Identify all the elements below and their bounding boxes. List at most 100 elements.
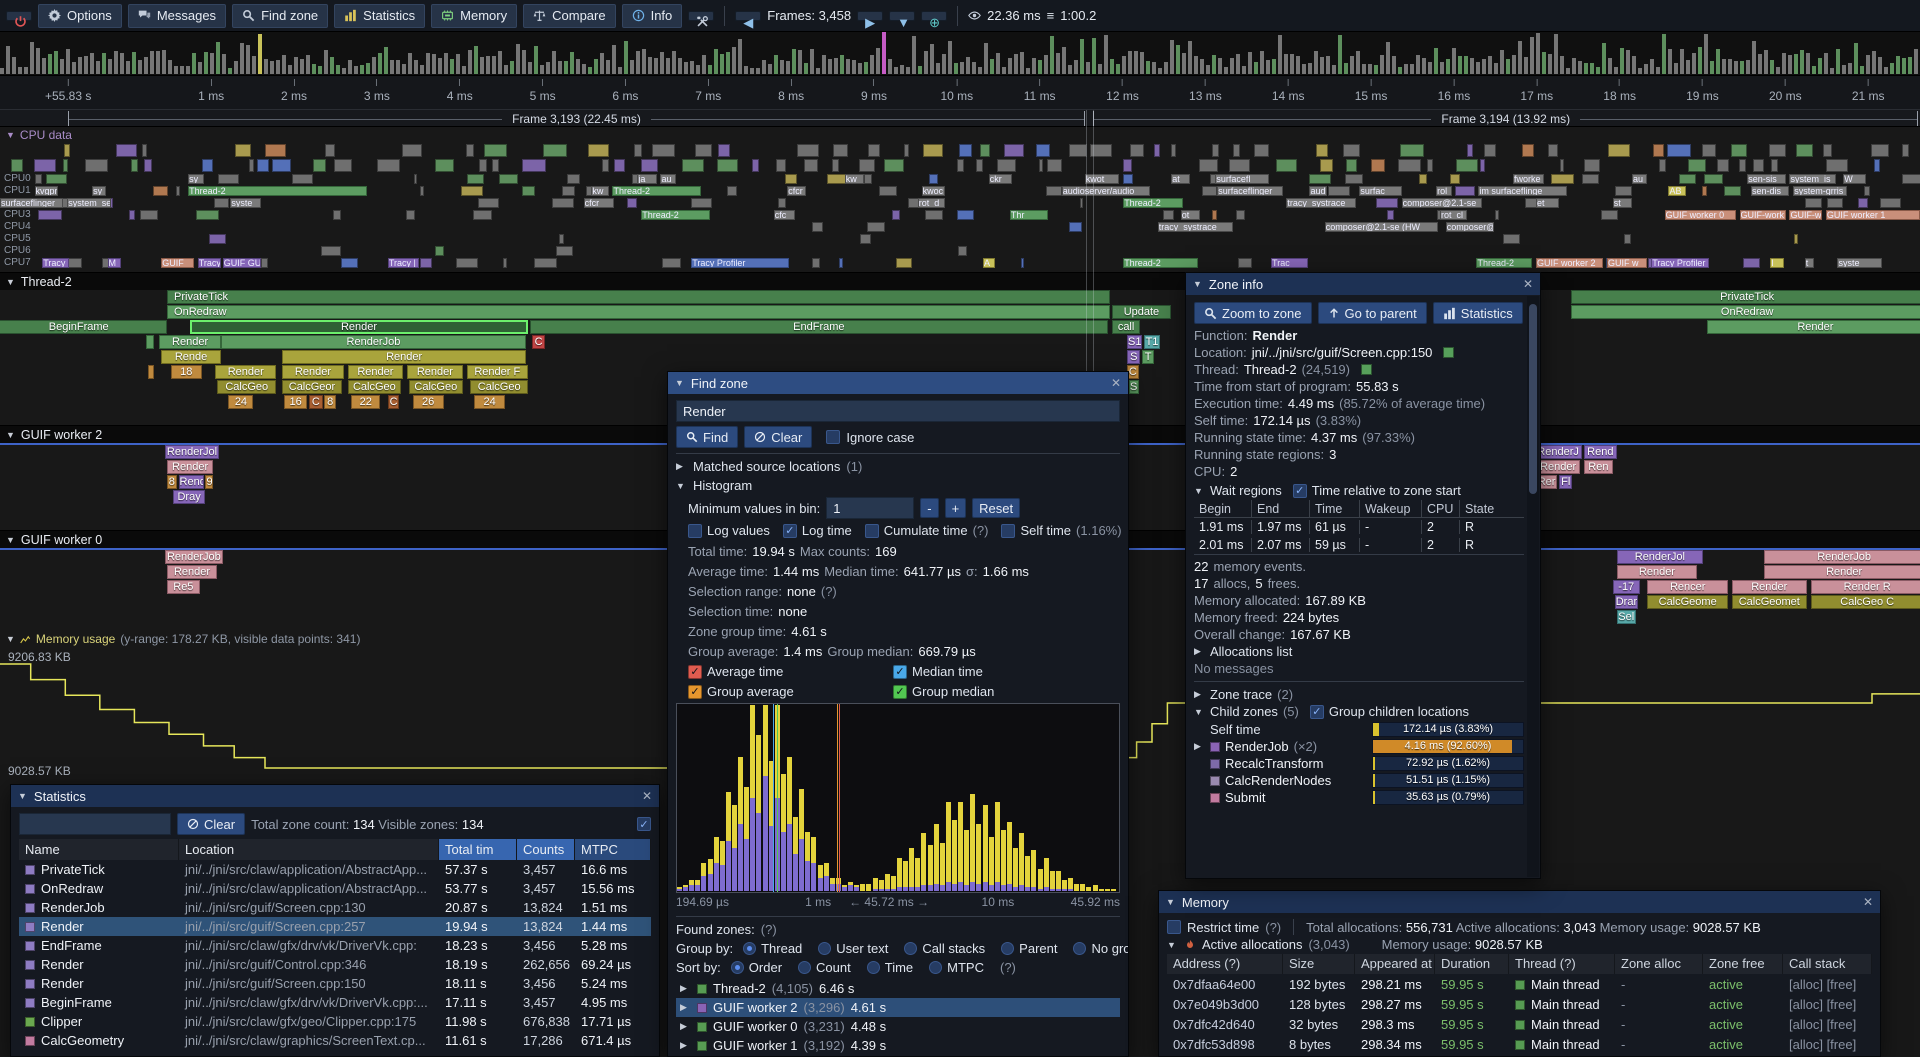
options-button[interactable]: Options	[38, 3, 122, 28]
zone[interactable]: CalcGeo	[216, 380, 277, 394]
cpu-zone[interactable]	[1345, 159, 1357, 172]
find-zone-titlebar[interactable]: ▼ Find zone ✕	[668, 372, 1128, 394]
cpu-zone[interactable]: GUIF worker 2	[1536, 258, 1604, 268]
cpu-zone[interactable]: I	[1770, 258, 1784, 268]
cpu-zone[interactable]: rol	[1436, 186, 1452, 196]
cpu-zone[interactable]	[1858, 198, 1869, 208]
clear-filter-button[interactable]: Clear	[177, 813, 246, 835]
cpu-zone[interactable]: kwoc	[921, 186, 945, 196]
memory-usage-plot[interactable]: ▼ Memory usage (y-range: 178.27 KB, visi…	[0, 630, 1920, 784]
cpu-zone[interactable]	[334, 159, 352, 172]
expand-icon[interactable]: ▶	[1194, 689, 1201, 699]
group-average-checkbox[interactable]	[688, 684, 702, 699]
cpu-zone[interactable]	[1229, 159, 1250, 172]
cpu-zone[interactable]: kw	[844, 174, 864, 184]
location-value[interactable]: jni/../jni/src/guif/Screen.cpp:150	[1251, 345, 1433, 360]
cpu-zone[interactable]	[152, 186, 168, 196]
cpu-zone[interactable]	[1328, 186, 1351, 196]
zone[interactable]: Drar	[1614, 595, 1638, 609]
cpu-zone[interactable]	[265, 144, 286, 157]
cpu-zone[interactable]	[84, 159, 108, 172]
cpu-zone[interactable]	[957, 246, 967, 256]
cpu-zone[interactable]	[633, 144, 643, 157]
group-by-no-grouping-radio[interactable]	[1073, 942, 1087, 955]
cpu-zone[interactable]	[115, 144, 138, 157]
zone[interactable]: RenderJol	[1616, 550, 1704, 564]
cpu-zone[interactable]	[957, 210, 975, 220]
power-button[interactable]	[6, 10, 32, 27]
zone[interactable]: Render	[1764, 565, 1920, 579]
cpu-zone[interactable]	[1089, 144, 1113, 157]
zone[interactable]: 26	[412, 395, 444, 409]
zone[interactable]	[147, 365, 154, 379]
cpu-zone[interactable]: syste	[1837, 258, 1882, 268]
filter-zones-input[interactable]	[19, 813, 171, 835]
cpu-zone[interactable]	[214, 198, 230, 208]
cpu-zone[interactable]	[483, 144, 508, 157]
column-header-counts[interactable]: Counts	[517, 839, 575, 860]
cpu-zone[interactable]: surfacefl	[1215, 174, 1270, 184]
cpu-zone[interactable]: st	[1612, 198, 1632, 208]
zone[interactable]: CalcGeome	[1647, 595, 1728, 609]
zone[interactable]: Render	[407, 365, 463, 379]
cpu-zone[interactable]	[467, 174, 485, 184]
cpu-zone[interactable]	[1551, 174, 1574, 184]
cpu-zone[interactable]	[435, 246, 444, 256]
column-header-appeared-at[interactable]: Appeared at	[1355, 954, 1435, 974]
cpu-zone[interactable]: sy	[188, 174, 204, 184]
cpu-zone[interactable]	[614, 159, 626, 172]
cpu-zone[interactable]	[1343, 144, 1361, 157]
cpu-zone[interactable]	[1122, 159, 1133, 172]
sort-by-count-radio[interactable]	[798, 961, 812, 974]
zone[interactable]: Dray	[172, 490, 206, 504]
column-header-address[interactable]: Address (?)	[1167, 954, 1283, 974]
cpu-zone[interactable]	[1742, 258, 1760, 268]
cpu-zone[interactable]	[1495, 210, 1499, 220]
cpu-zone[interactable]	[1162, 210, 1174, 220]
zone[interactable]: 8	[167, 475, 177, 489]
cpu-zone[interactable]	[811, 222, 824, 232]
frame-marker[interactable]: Frame 3,193 (22.45 ms)	[68, 111, 1085, 126]
cpu-zone[interactable]	[491, 159, 500, 172]
cpu-zone[interactable]	[803, 159, 819, 172]
cpu-zone[interactable]	[272, 159, 292, 172]
cpu-zone[interactable]	[959, 144, 973, 157]
cpu-zone[interactable]	[1901, 174, 1920, 184]
cpu-zone[interactable]	[626, 198, 638, 208]
cpu-zone[interactable]	[1768, 144, 1786, 157]
self-time-checkbox[interactable]	[1001, 523, 1016, 538]
cpu-zone[interactable]	[891, 210, 901, 220]
time-ruler[interactable]: +55.83 s 1 ms 2 ms 3 ms 4 ms 5 ms 6 ms 7 ms 8 ms…	[0, 76, 1920, 110]
cpu-zone[interactable]: sy	[92, 186, 106, 196]
cpu-zone[interactable]	[858, 159, 876, 172]
zone[interactable]: Render	[167, 565, 217, 579]
cpu-zone[interactable]	[1600, 210, 1619, 220]
cpu-zone[interactable]	[1198, 159, 1218, 172]
cpu-zone[interactable]	[811, 258, 821, 268]
cpu-zone[interactable]	[1344, 174, 1363, 184]
zone[interactable]: 9	[205, 475, 214, 489]
cpu-zone[interactable]	[456, 258, 479, 268]
cpu-zone[interactable]	[1716, 159, 1730, 172]
cpu-zone[interactable]	[1171, 144, 1176, 157]
zone[interactable]: 18	[170, 365, 202, 379]
zone[interactable]: Rer	[1536, 475, 1558, 489]
cpu-zone[interactable]: W	[1843, 174, 1867, 184]
zone[interactable]: 22	[351, 395, 381, 409]
statistics-button[interactable]: Statistics	[334, 3, 426, 28]
zone[interactable]: Render	[215, 365, 277, 379]
cpu-zone[interactable]	[1212, 210, 1217, 220]
cpu-zone[interactable]: system_is	[1789, 174, 1836, 184]
statistics-row[interactable]: PrivateTick jni/../jni/src/claw/applicati…	[19, 860, 651, 879]
wait-region-row[interactable]: 2.01 ms 2.07 ms 59 µs -2 R	[1194, 536, 1524, 554]
collapse-icon[interactable]: ▼	[676, 480, 685, 491]
cpu-zone[interactable]	[1702, 186, 1708, 196]
cpu-zone[interactable]	[521, 186, 535, 196]
zone[interactable]: Render	[190, 320, 528, 334]
zone[interactable]: CalcGeo	[470, 380, 528, 394]
cpu-zone[interactable]: composer@2.1-se	[1401, 198, 1483, 208]
cpu-zone[interactable]	[1316, 144, 1328, 157]
group-by-parent-radio[interactable]	[1001, 942, 1015, 955]
cpu-zone[interactable]	[980, 144, 991, 157]
cpu-zone[interactable]	[1771, 159, 1778, 172]
